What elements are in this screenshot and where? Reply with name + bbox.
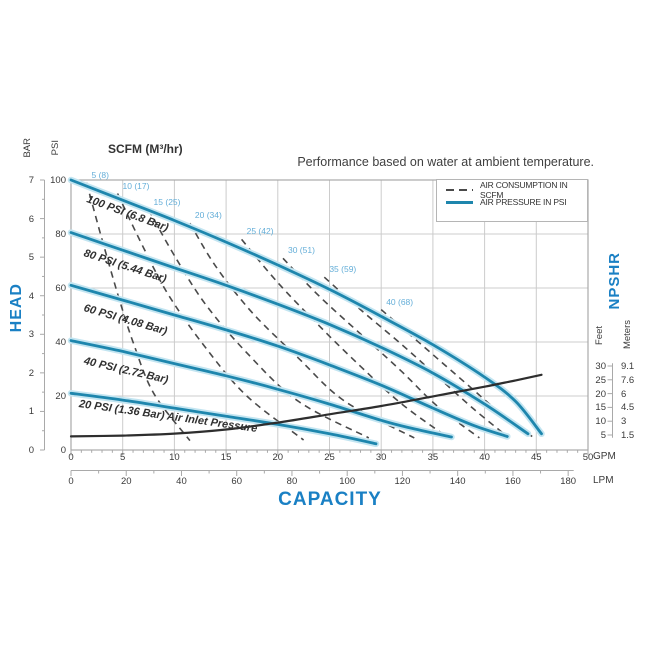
scfm-axis-title: SCFM (M³/hr) xyxy=(108,142,183,156)
npshr-feet-tick-label: 25 xyxy=(595,374,606,386)
npshr-meters-tick-label: 4.5 xyxy=(621,402,635,414)
air-consumption-curve-5scfm xyxy=(85,182,191,442)
lpm-tick-label: 120 xyxy=(394,476,411,487)
lpm-tick-label: 60 xyxy=(231,476,242,487)
meters-unit-label: Meters xyxy=(622,320,633,350)
air-consumption-curve-15scfm xyxy=(147,209,370,439)
chart-legend: AIR CONSUMPTION IN SCFM AIR PRESSURE IN … xyxy=(436,179,588,222)
gpm-tick-label: 10 xyxy=(169,452,180,463)
bar-tick-label: 4 xyxy=(28,290,34,302)
legend-pressure-label: AIR PRESSURE IN PSI xyxy=(480,197,567,207)
legend-row-pressure: AIR PRESSURE IN PSI xyxy=(446,196,587,208)
npshr-meters-tick-label: 9.1 xyxy=(621,361,635,372)
npshr-feet-tick-label: 15 xyxy=(595,402,606,414)
legend-consumption-label: AIR CONSUMPTION IN SCFM xyxy=(480,180,568,200)
lpm-tick-label: 20 xyxy=(120,476,132,487)
lpm-tick-label: 80 xyxy=(286,476,298,487)
psi-tick-label: 80 xyxy=(55,229,66,240)
gpm-unit-label: GPM xyxy=(593,451,616,462)
psi-tick-label: 100 xyxy=(50,175,66,186)
legend-row-consumption: AIR CONSUMPTION IN SCFM xyxy=(446,180,587,200)
air-pressure-curve-20psi xyxy=(69,391,378,446)
air-consumption-curve-25scfm xyxy=(240,238,449,439)
air-pressure-curve-60psi xyxy=(69,283,509,438)
air-consumption-curve-label: 15 (25) xyxy=(153,196,181,207)
psi-tick-label: 20 xyxy=(55,391,66,402)
bar-tick-label: 1 xyxy=(28,406,34,418)
chart-note: Performance based on water at ambient te… xyxy=(297,155,594,169)
bar-tick-label: 3 xyxy=(28,329,34,341)
bar-tick-label: 0 xyxy=(28,445,34,456)
bar-tick-label: 7 xyxy=(28,175,34,186)
gpm-tick-label: 35 xyxy=(427,452,439,463)
npshr-feet-tick-label: 20 xyxy=(595,388,606,400)
gpm-tick-label: 30 xyxy=(375,452,387,463)
lpm-unit-label: LPM xyxy=(593,475,614,486)
bar-tick-label: 5 xyxy=(28,252,34,264)
gpm-tick-label: 5 xyxy=(120,452,126,463)
dashed-line-sample-icon xyxy=(446,189,473,191)
air-consumption-curve-20scfm xyxy=(189,222,415,439)
npshr-meters-tick-label: 6 xyxy=(621,388,627,400)
solid-line-sample-icon xyxy=(446,200,473,204)
air-consumption-curve-label: 35 (59) xyxy=(329,264,357,275)
bar-unit-label: BAR xyxy=(22,138,33,158)
npshr-curve xyxy=(69,373,543,438)
lpm-tick-label: 140 xyxy=(449,476,466,487)
air-pressure-curve-80psi xyxy=(69,231,530,436)
air-consumption-curve-label: 25 (42) xyxy=(246,226,274,237)
lpm-tick-label: 160 xyxy=(504,476,521,487)
npshr-meters-tick-label: 7.6 xyxy=(621,374,635,386)
npshr-feet-tick-label: 30 xyxy=(595,361,606,372)
lpm-tick-label: 0 xyxy=(68,476,74,487)
air-consumption-curve-label: 20 (34) xyxy=(194,210,222,221)
lpm-tick-label: 40 xyxy=(176,476,187,487)
npshr-axis-label: NPSHR xyxy=(606,252,623,310)
npshr-feet-tick-label: 5 xyxy=(600,430,606,441)
lpm-tick-label: 100 xyxy=(339,476,356,487)
air-consumption-curve-label: 30 (51) xyxy=(287,245,315,256)
air-consumption-curve-10scfm xyxy=(116,193,305,441)
gpm-tick-label: 45 xyxy=(531,452,542,463)
gpm-tick-label: 15 xyxy=(220,452,232,463)
npshr-meters-tick-label: 3 xyxy=(621,416,627,428)
air-consumption-curve-35scfm xyxy=(323,276,508,438)
psi-tick-label: 40 xyxy=(55,337,66,348)
gpm-tick-label: 50 xyxy=(582,452,594,463)
bar-tick-label: 2 xyxy=(28,367,34,379)
psi-unit-label: PSI xyxy=(50,140,61,156)
lpm-tick-label: 180 xyxy=(560,476,577,487)
feet-unit-label: Feet xyxy=(594,326,605,346)
air-consumption-curve-label: 10 (17) xyxy=(122,180,150,191)
psi-tick-label: 60 xyxy=(55,283,66,294)
gpm-tick-label: 0 xyxy=(68,452,74,463)
gpm-tick-label: 25 xyxy=(324,452,335,463)
bar-tick-label: 6 xyxy=(28,213,34,225)
npshr-feet-tick-label: 10 xyxy=(595,416,606,428)
air-pressure-curve-40psi xyxy=(69,339,453,439)
gpm-tick-label: 40 xyxy=(479,452,490,463)
npshr-meters-tick-label: 1.5 xyxy=(621,430,635,441)
psi-tick-label: 0 xyxy=(60,445,66,456)
air-consumption-curve-label: 5 (8) xyxy=(91,169,109,180)
gpm-tick-label: 20 xyxy=(272,452,284,463)
capacity-axis-label: CAPACITY xyxy=(278,489,382,510)
air-consumption-curve-label: 40 (68) xyxy=(386,296,414,307)
